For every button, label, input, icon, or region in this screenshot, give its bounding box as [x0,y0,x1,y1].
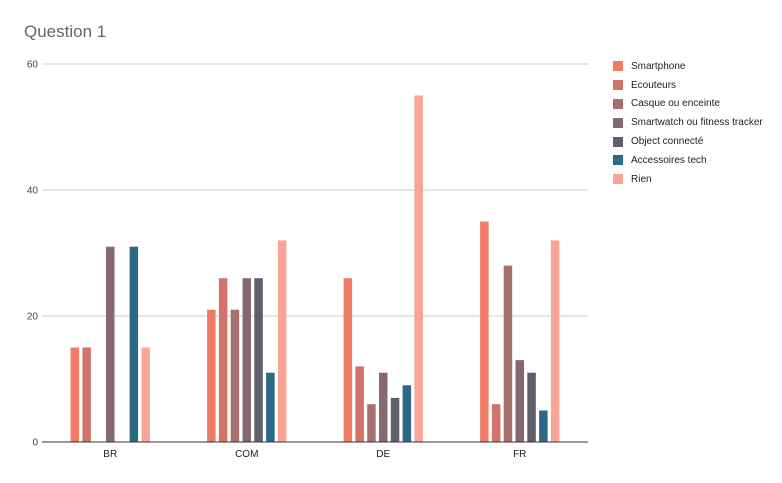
bar-com-series-6 [266,372,275,442]
bar-de-series-6 [402,385,412,442]
legend-label: Accessoires tech [631,154,707,166]
legend-label: Object connecté [631,136,704,148]
legend-label: Casque ou enceinte [631,98,720,110]
legend-swatch [613,174,623,185]
y-axis-ticks: 0 20 40 60 [27,60,39,449]
bar-fr-series-5 [527,372,536,442]
y-tick-label: 20 [27,312,39,323]
bar-com-series-2 [218,278,228,442]
bar-fr-series-4 [515,360,524,442]
bar-br-series-7 [141,347,150,442]
legend-swatch [613,61,623,72]
bar-de-series-1 [343,278,353,442]
bar-fr-series-3 [503,265,513,442]
bar-com-series-5 [254,278,263,442]
bar-com-series-3 [230,309,240,442]
x-tick-label: COM [235,449,258,460]
legend-swatch [613,117,623,128]
legend-label: Rien [631,173,652,185]
bar-de-series-5 [390,397,400,442]
bar-fr-series-7 [550,240,560,442]
bar-br-series-1 [70,347,80,442]
legend-label: Ecouteurs [631,79,677,91]
legend-swatch [613,155,623,166]
bar-br-series-2 [82,347,91,442]
legend-label: Smartwatch ou fitness tracker [631,117,763,129]
legend-label: Smartphone [631,60,686,72]
legend-item: Ecouteurs [613,76,763,95]
bar-fr-series-1 [480,221,489,442]
legend: Smartphone Ecouteurs Casque ou enceinte Sma… [613,57,763,189]
y-tick-label: 60 [27,60,39,71]
y-tick-label: 0 [32,438,38,449]
bars [70,95,560,442]
legend-item: Smartwatch ou fitness tracker [613,113,763,132]
legend-swatch [613,136,623,147]
bar-com-series-7 [277,240,287,442]
bar-fr-series-6 [539,410,548,442]
bar-de-series-4 [379,372,388,442]
legend-item: Casque ou enceinte [613,95,763,114]
legend-swatch [613,80,623,91]
legend-item: Object connecté [613,132,763,151]
legend-swatch [613,98,623,109]
bar-com-series-4 [242,278,251,442]
bar-fr-series-2 [491,404,501,442]
x-tick-label: DE [376,449,390,460]
chart-title: Question 1 [24,22,107,41]
bar-de-series-2 [355,366,364,442]
y-tick-label: 40 [27,186,39,197]
bar-de-series-7 [414,95,423,442]
x-axis-ticks: BR COM DE FR [103,449,526,460]
legend-item: Rien [613,170,763,189]
bar-br-series-4 [106,246,115,442]
x-tick-label: FR [513,449,526,460]
legend-item: Accessoires tech [613,151,763,170]
bar-com-series-1 [207,309,216,442]
bar-br-series-6 [129,246,139,442]
legend-item: Smartphone [613,57,763,76]
x-tick-label: BR [103,449,117,460]
bar-de-series-3 [367,404,376,442]
